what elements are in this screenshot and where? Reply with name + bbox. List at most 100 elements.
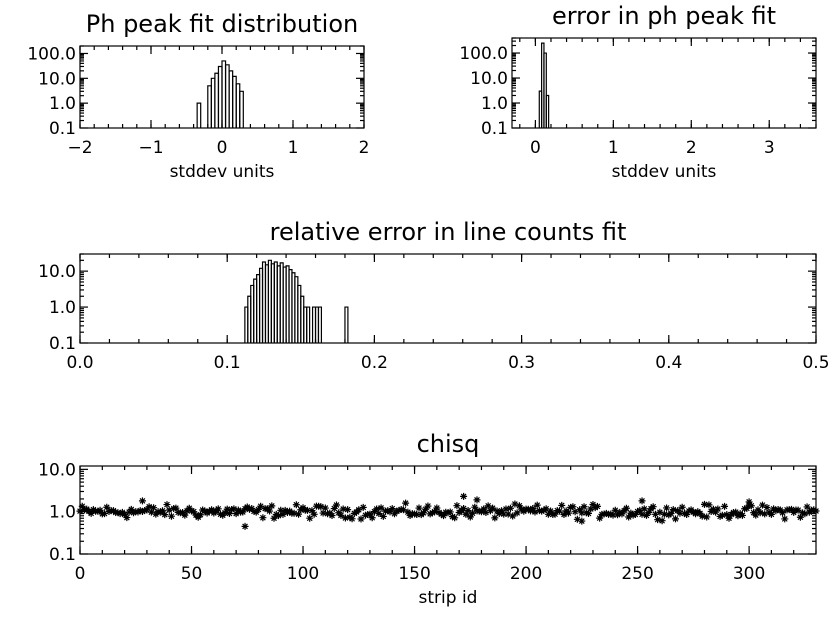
scatter-point: [703, 513, 711, 521]
scatter-point: [723, 511, 731, 519]
scatter-point: [446, 508, 454, 516]
scatter-point: [426, 510, 434, 518]
scatter-point: [373, 505, 381, 513]
scatter-point: [272, 510, 280, 518]
scatter-point: [515, 502, 523, 510]
scatter-point: [651, 510, 659, 518]
scatter-point: [685, 507, 693, 515]
scatter-point: [379, 512, 387, 520]
scatter-point: [101, 510, 109, 518]
scatter-point: [355, 506, 363, 514]
scatter-point: [214, 505, 222, 513]
scatter-point: [564, 509, 572, 517]
y-tick-label: 10.0: [38, 69, 76, 89]
scatter-point: [384, 507, 392, 515]
scatter-point: [779, 509, 787, 517]
scatter-point: [150, 504, 158, 512]
chart-ph_peak: Ph peak fit distribution −2 −1 0 1 2 0.1 1.0 10.…: [27, 10, 369, 182]
scatter-point: [116, 510, 124, 518]
scatter-point: [738, 511, 746, 519]
scatter-point: [576, 506, 584, 514]
scatter-point: [292, 501, 300, 509]
scatter-point: [580, 503, 588, 511]
scatter-point: [138, 507, 146, 515]
scatter-point: [138, 497, 146, 505]
scatter-point: [76, 507, 84, 515]
scatter-point: [560, 511, 568, 519]
histogram-bin: [306, 306, 311, 343]
scatter-point: [629, 511, 637, 519]
scatter-point: [167, 512, 175, 520]
scatter-point: [469, 509, 477, 517]
scatter-point: [480, 505, 488, 513]
histogram-bin: [543, 52, 547, 128]
scatter-point: [589, 500, 597, 508]
x-tick-label: 1: [608, 138, 619, 158]
scatter-point: [602, 509, 610, 517]
scatter-point: [654, 516, 662, 524]
scatter-point: [482, 509, 490, 517]
scatter-point: [328, 511, 336, 519]
scatter-point: [529, 504, 537, 512]
x-tick-label: 0.0: [66, 353, 93, 373]
scatter-point: [225, 509, 233, 517]
scatter-point: [103, 503, 111, 511]
x-tick-label: 3: [764, 138, 775, 158]
scatter-point: [794, 506, 802, 514]
x-axis-label: stddev units: [612, 162, 717, 182]
scatter-point: [451, 514, 459, 522]
scatter-point: [433, 504, 441, 512]
x-tick-label: 300: [733, 564, 765, 584]
scatter-point: [718, 511, 726, 519]
histogram-bin: [196, 102, 202, 128]
scatter-point: [274, 512, 282, 520]
scatter-point: [370, 508, 378, 516]
scatter-point: [199, 506, 207, 514]
scatter-point: [587, 505, 595, 513]
scatter-point: [419, 509, 427, 517]
scatter-point: [705, 501, 713, 509]
scatter-point: [190, 508, 198, 516]
x-tick-label: 0.2: [361, 353, 388, 373]
scatter-point: [538, 507, 546, 515]
scatter-point: [799, 509, 807, 517]
chart-ph_error: error in ph peak fit 0 1 2 3 0.1 1.0 10.0 100.0 s…: [459, 2, 817, 182]
scatter-point: [268, 502, 276, 510]
scatter-point: [498, 507, 506, 515]
scatter-point: [145, 503, 153, 511]
scatter-point: [223, 505, 231, 513]
scatter-point: [609, 511, 617, 519]
scatter-point: [656, 508, 664, 516]
scatter-point: [665, 511, 673, 519]
x-tick-label: 2: [359, 138, 370, 158]
scatter-point: [732, 508, 740, 516]
scatter-point: [254, 506, 262, 514]
scatter-point: [471, 503, 479, 511]
scatter-point: [402, 499, 410, 507]
scatter-point: [295, 510, 303, 518]
scatter-point: [250, 507, 258, 515]
scatter-point: [428, 509, 436, 517]
chart-title: relative error in line counts fit: [270, 218, 627, 246]
scatter-point: [622, 504, 630, 512]
scatter-point: [756, 509, 764, 517]
scatter-point: [683, 511, 691, 519]
scatter-point: [339, 505, 347, 513]
scatter-point: [230, 505, 238, 513]
y-tick-label: 1.0: [481, 94, 508, 114]
scatter-point: [259, 514, 267, 522]
scatter-point: [279, 510, 287, 518]
histogram-bin: [239, 90, 244, 128]
scatter-point: [368, 514, 376, 522]
scatter-point: [556, 507, 564, 515]
scatter-point: [801, 510, 809, 518]
y-tick-label: 100.0: [459, 44, 508, 64]
scatter-point: [558, 501, 566, 509]
x-tick-label: 0.5: [802, 353, 829, 373]
scatter-point: [709, 505, 717, 513]
scatter-point: [357, 515, 365, 523]
scatter-point: [607, 510, 615, 518]
scatter-point: [172, 504, 180, 512]
y-tick-label: 0.1: [49, 334, 76, 354]
chart-title: Ph peak fit distribution: [86, 10, 358, 38]
